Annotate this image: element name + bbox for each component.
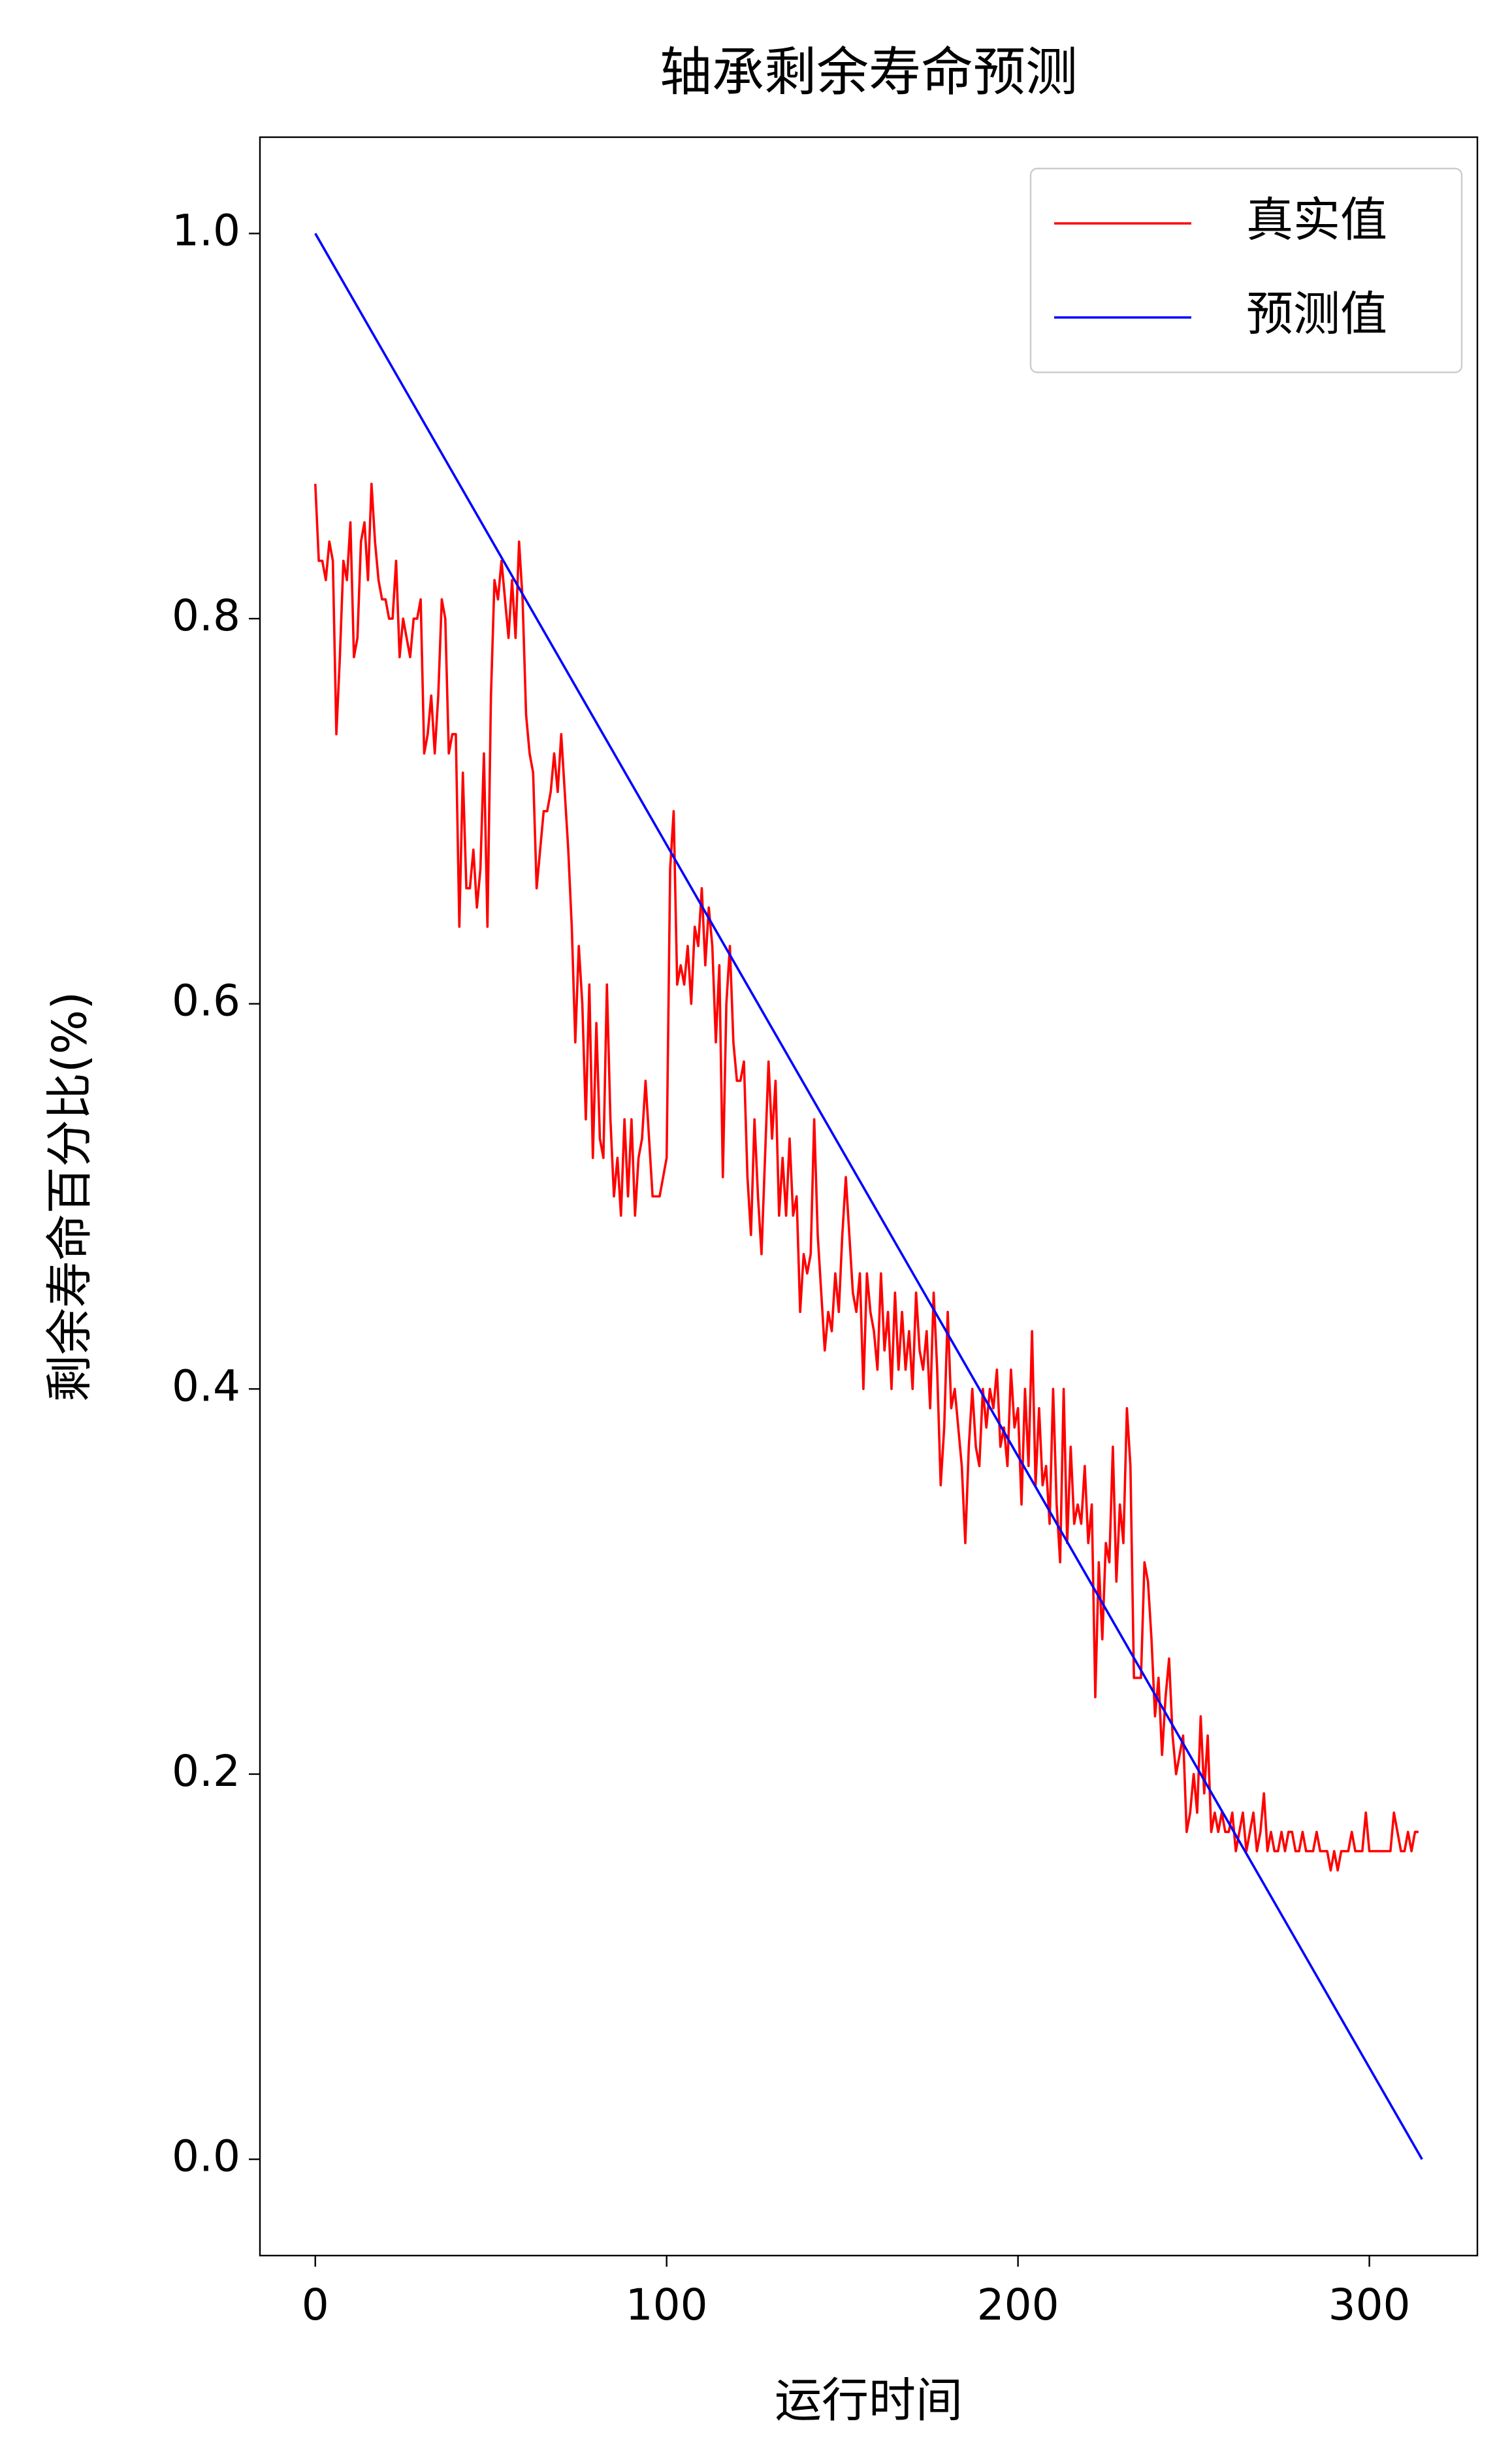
y-tick-label: 1.0 [172,205,240,255]
plot-frame [259,136,1479,2257]
y-tick-label: 0.6 [172,976,240,1026]
series-line [314,233,1423,2160]
x-tick-label: 200 [977,2280,1059,2330]
legend-label: 预测值 [1246,287,1387,342]
legend-label: 真实值 [1246,193,1387,248]
y-tick-label: 0.0 [172,2131,240,2182]
chart-title: 轴承剩余寿命预测 [660,42,1078,103]
y-tick-label: 0.8 [172,591,240,641]
x-tick-label: 100 [626,2280,708,2330]
x-axis-label: 运行时间 [775,2373,963,2428]
x-tick-label: 300 [1328,2280,1411,2330]
series-line [314,482,1419,1872]
legend-box [1029,167,1463,374]
x-tick-label: 0 [302,2280,329,2330]
y-tick-label: 0.4 [172,1361,240,1411]
y-axis-label: 剩余寿命百分比(%) [42,992,97,1402]
y-tick-label: 0.2 [172,1746,240,1796]
